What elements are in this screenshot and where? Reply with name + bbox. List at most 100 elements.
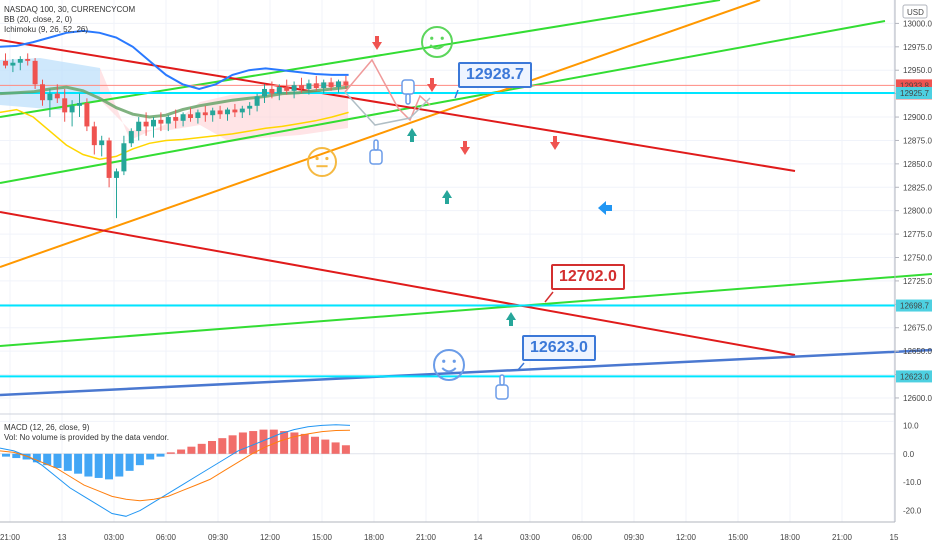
candle-body: [54, 93, 60, 99]
face-outline: [421, 26, 453, 58]
hand-palm: [369, 149, 383, 165]
currency-box: [902, 4, 928, 19]
macd-histogram-bar: [2, 453, 10, 457]
macd-histogram-bar: [32, 453, 41, 463]
callout-12623[interactable]: 12623.0: [522, 335, 596, 361]
arrow-down-icon: [550, 142, 560, 150]
time-tick-label: 03:00: [520, 533, 541, 542]
legend-macd: MACD (12, 26, close, 9): [4, 423, 90, 432]
arrow-shaft: [430, 78, 434, 84]
time-tick-label: 14: [474, 533, 483, 542]
callout-leader: [517, 362, 525, 371]
hand-pointer-icon: [401, 79, 415, 105]
candle-body: [114, 171, 119, 178]
macd-legend: MACD (12, 26, close, 9) Vol: No volume i…: [4, 423, 169, 443]
macd-histogram-bar: [228, 435, 237, 454]
candle-body: [151, 119, 156, 127]
face-eye: [452, 359, 456, 363]
macd-histogram-bar: [269, 429, 278, 454]
arrow-shaft: [509, 320, 513, 326]
candle-body: [10, 62, 16, 66]
candle-body: [69, 105, 75, 113]
legend-symbol: NASDAQ 100, 30, CURRENCYCOM: [4, 5, 136, 14]
arrow-shaft: [463, 141, 467, 147]
time-tick-label: 15: [890, 533, 899, 542]
hand-pointer-icon: [495, 374, 509, 400]
price-tick-label: 12675.0: [903, 324, 932, 333]
hand-pointer-icon: [369, 139, 383, 165]
macd-histogram-bar: [341, 445, 350, 454]
face-outline: [433, 349, 465, 381]
projection-path-up: [344, 58, 431, 122]
candle-body: [47, 93, 53, 101]
macd-histogram-bar: [177, 449, 186, 454]
price-tick-label: 12600.0: [903, 394, 932, 403]
price-tag: [896, 86, 932, 99]
candle-body: [25, 58, 31, 61]
ichimoku-cloud-bear: [100, 68, 348, 142]
face-outline: [307, 147, 337, 177]
time-tick-label: 21:00: [0, 533, 21, 542]
price-tick-label: 12800.0: [903, 207, 932, 216]
macd-histogram-bar: [187, 446, 196, 454]
macd-tick-label: -20.0: [903, 507, 922, 516]
candle-body: [269, 88, 275, 94]
candle-body: [188, 114, 193, 118]
candle-body: [84, 103, 90, 127]
callout-leader: [544, 291, 554, 303]
arrow-shaft: [606, 205, 612, 211]
smiley-green-icon: [421, 26, 453, 58]
face-mouth: [441, 367, 457, 373]
currency-label: USD: [907, 8, 924, 17]
macd-histogram-bar: [249, 431, 258, 454]
price-tick-label: 12750.0: [903, 254, 932, 263]
time-tick-label: 03:00: [104, 533, 125, 542]
face-eye: [315, 156, 319, 161]
chart-legend: NASDAQ 100, 30, CURRENCYCOM BB (20, clos…: [4, 5, 135, 35]
macd-histogram-bar: [146, 453, 155, 460]
macd-histogram-bar: [156, 453, 165, 457]
candle-body: [143, 121, 149, 127]
price-tick-label: 12775.0: [903, 230, 932, 239]
candle-body: [99, 140, 105, 146]
time-tick-label: 13: [58, 533, 67, 542]
macd-histogram-bar: [331, 442, 340, 454]
time-tick-label: 21:00: [832, 533, 853, 542]
time-tick-label: 09:30: [208, 533, 229, 542]
candle-body: [299, 85, 304, 89]
hand-palm: [401, 79, 415, 95]
time-tick-label: 18:00: [780, 533, 801, 542]
candle-body: [328, 82, 334, 88]
price-tag: [896, 370, 932, 383]
bb-upper-band: [0, 29, 349, 91]
arrow-up-icon: [506, 312, 516, 320]
arrow-down-icon: [372, 42, 382, 50]
macd-tick-label: 0.0: [903, 450, 915, 459]
price-tick-label: 12650.0: [903, 347, 932, 356]
time-tick-label: 15:00: [312, 533, 333, 542]
macd-histogram-bar: [63, 453, 72, 471]
macd-tick-label: 10.0: [903, 421, 919, 430]
price-tick-label: 12825.0: [903, 183, 932, 192]
callout-12702[interactable]: 12702.0: [551, 264, 625, 290]
price-tick-label: 12725.0: [903, 277, 932, 286]
time-tick-label: 06:00: [572, 533, 593, 542]
macd-histogram-bar: [208, 441, 216, 454]
candle-body: [225, 109, 230, 115]
price-tick-label: 12950.0: [903, 66, 932, 75]
bb-lower-band: [0, 108, 349, 160]
callout-12928[interactable]: 12928.7: [458, 62, 532, 88]
macd-histogram-bar: [321, 439, 330, 454]
macd-histogram-bar: [43, 453, 52, 466]
smiley-blue-icon: [433, 349, 465, 381]
macd-histogram-bar: [84, 453, 93, 477]
trend-orange: [0, 0, 761, 268]
candle-body: [254, 96, 260, 106]
candle-body: [276, 87, 282, 94]
arrow-up-icon: [407, 128, 417, 136]
price-tick-label: 12850.0: [903, 160, 932, 169]
legend-bb: BB (20, close, 2, 0): [4, 15, 73, 24]
face-eye: [430, 36, 434, 40]
candle-body: [40, 84, 45, 101]
